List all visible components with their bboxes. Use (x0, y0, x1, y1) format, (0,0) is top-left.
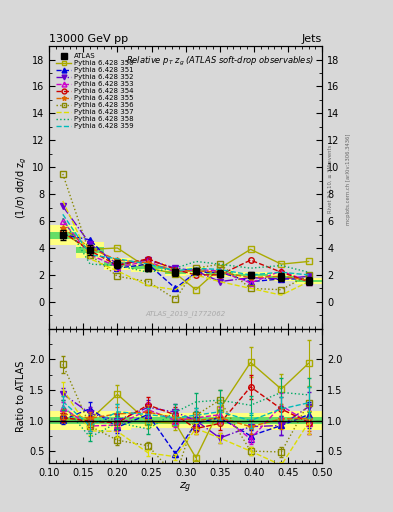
Bar (165, 417, 186, 423)
Bar (131, 266, 165, 269)
Text: ATLAS_2019_I1772062: ATLAS_2019_I1772062 (145, 311, 226, 317)
Bar (233, 272, 268, 278)
Bar (104, 259, 131, 270)
Bar (295, 278, 322, 284)
Bar (233, 413, 268, 428)
Bar (165, 413, 186, 428)
Bar (77, 247, 104, 252)
Y-axis label: Ratio to ATLAS: Ratio to ATLAS (16, 360, 26, 432)
Bar (295, 417, 322, 423)
Bar (77, 242, 104, 258)
Text: mcplots.cern.ch [arXiv:1306.3436]: mcplots.cern.ch [arXiv:1306.3436] (346, 134, 351, 225)
Bar (131, 413, 165, 428)
Text: 13000 GeV pp: 13000 GeV pp (49, 34, 128, 44)
Bar (186, 417, 206, 423)
Bar (77, 411, 104, 430)
X-axis label: $z_g$: $z_g$ (180, 481, 192, 496)
Legend: ATLAS, Pythia 6.428 350, Pythia 6.428 351, Pythia 6.428 352, Pythia 6.428 353, P: ATLAS, Pythia 6.428 350, Pythia 6.428 35… (55, 52, 134, 130)
Bar (186, 413, 206, 428)
Bar (206, 417, 233, 423)
Bar (206, 270, 233, 277)
Bar (49, 411, 77, 430)
Bar (295, 280, 322, 282)
Bar (268, 411, 295, 430)
Bar (104, 262, 131, 266)
Bar (104, 411, 131, 430)
Bar (104, 417, 131, 423)
Bar (233, 273, 268, 276)
Bar (233, 417, 268, 423)
Text: Relative $p_T$ $z_g$ (ATLAS soft-drop observables): Relative $p_T$ $z_g$ (ATLAS soft-drop ob… (126, 55, 314, 68)
Y-axis label: (1/σ) dσ/d z$_g$: (1/σ) dσ/d z$_g$ (15, 156, 29, 219)
Bar (131, 263, 165, 272)
Bar (165, 269, 186, 276)
Text: Jets: Jets (302, 34, 322, 44)
Bar (268, 417, 295, 423)
Bar (131, 417, 165, 423)
Bar (268, 275, 295, 278)
Bar (295, 411, 322, 430)
Bar (49, 417, 77, 423)
Bar (186, 267, 206, 274)
Bar (268, 273, 295, 281)
Bar (49, 232, 77, 239)
Bar (49, 225, 77, 245)
Bar (206, 413, 233, 428)
Bar (165, 271, 186, 274)
Bar (206, 272, 233, 275)
Bar (186, 269, 206, 272)
Text: Rivet 3.1.10, ≥ 3M events: Rivet 3.1.10, ≥ 3M events (328, 145, 333, 214)
Bar (77, 417, 104, 423)
